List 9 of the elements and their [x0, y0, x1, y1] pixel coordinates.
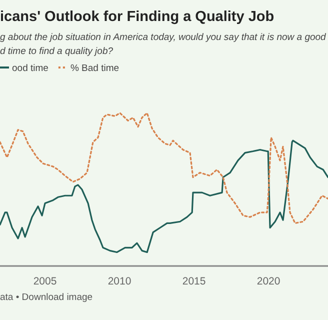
- x-tick-label: 2015: [182, 275, 206, 288]
- chart-subtitle: g about the job situation in America today, would you say that it is now a good d time to find a quality job?: [0, 32, 327, 57]
- x-tick-label: 2020: [256, 275, 280, 288]
- chart-title: icans' Outlook for Finding a Quality Job: [0, 9, 274, 25]
- legend-label: % Bad time: [70, 63, 120, 74]
- x-tick-label: 2010: [108, 275, 132, 288]
- text: ata • Download image: [0, 292, 93, 303]
- x-tick-label: 2005: [33, 275, 57, 288]
- legend-label: ood time: [12, 63, 48, 74]
